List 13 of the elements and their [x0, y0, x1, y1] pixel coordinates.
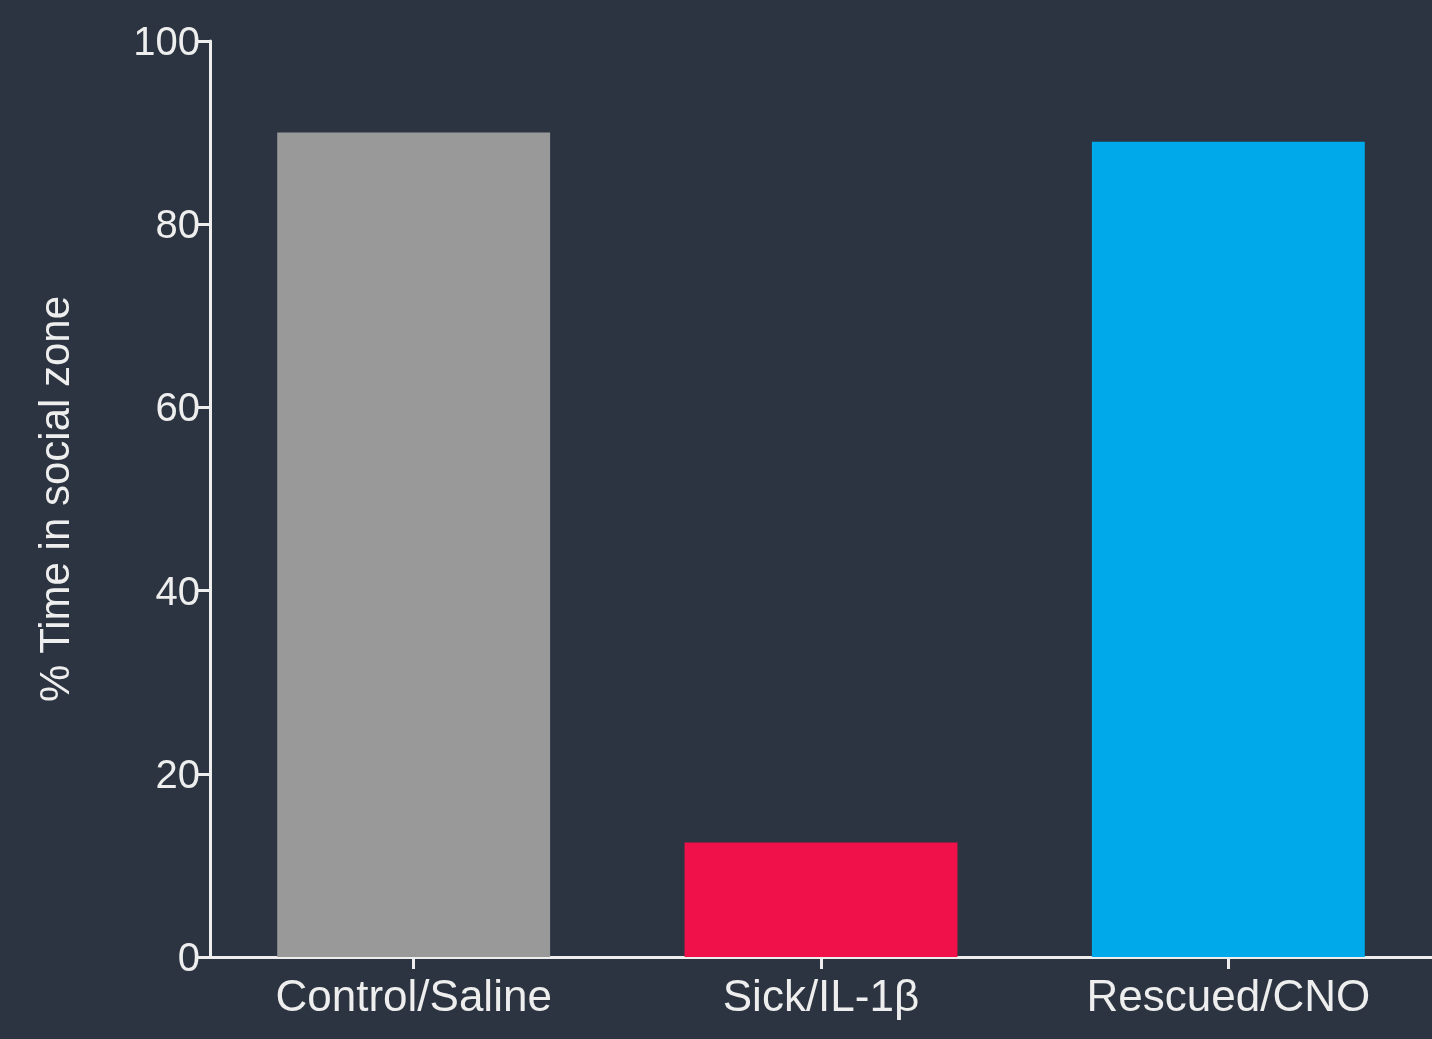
y-tick-label: 40	[155, 568, 200, 613]
y-axis-title: % Time in social zone	[30, 295, 78, 703]
bar	[1091, 141, 1365, 957]
x-tick-label: Control/Saline	[275, 970, 552, 1020]
bar	[684, 842, 958, 957]
bar	[277, 132, 551, 957]
y-tick-label: 20	[155, 751, 200, 796]
y-tick-label: 60	[155, 385, 200, 430]
x-tick-label: Rescued/CNO	[1086, 970, 1371, 1020]
y-tick-label: 0	[177, 935, 200, 979]
x-tick-label: Sick/IL-1β	[722, 970, 920, 1020]
y-tick-label: 80	[155, 202, 200, 247]
y-tick-label: 100	[133, 19, 200, 63]
